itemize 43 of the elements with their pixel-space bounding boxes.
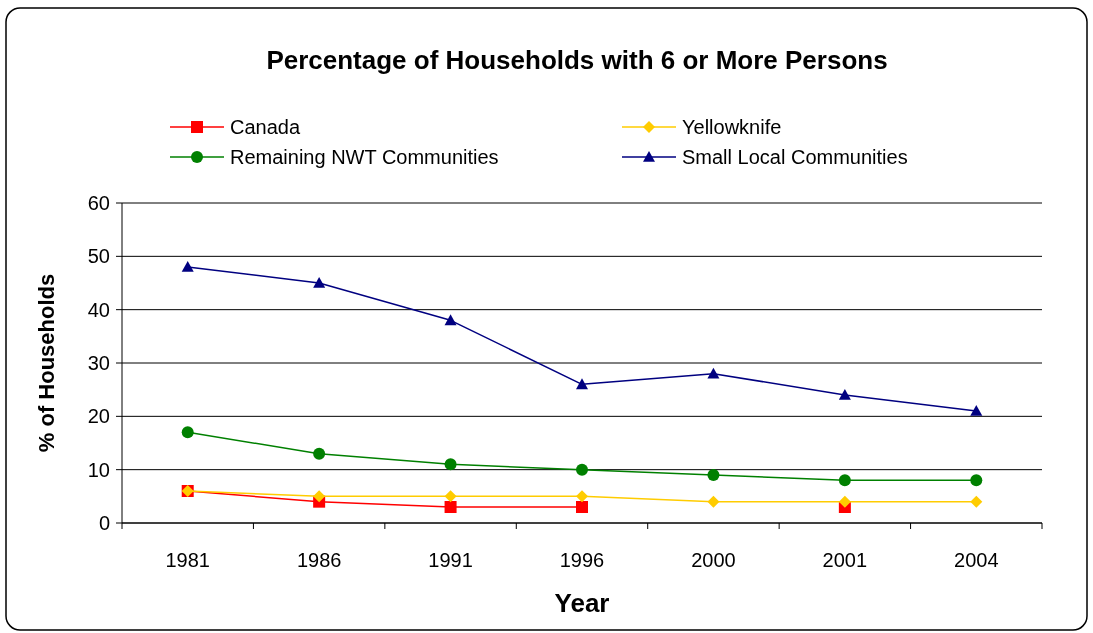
point	[838, 389, 851, 400]
point	[444, 314, 457, 326]
x-tick-label: 1981	[165, 549, 210, 571]
y-axis-title: % of Households	[34, 273, 59, 453]
point	[313, 490, 326, 503]
legend-label: Remaining NWT Communities	[230, 146, 499, 168]
point	[181, 261, 194, 272]
point	[313, 277, 326, 288]
point	[576, 378, 588, 390]
x-tick-label: 2000	[691, 549, 736, 571]
legend-label: Small Local Communities	[682, 146, 908, 168]
point	[181, 426, 194, 439]
y-tick-label: 30	[87, 352, 110, 374]
y-tick-label: 60	[87, 192, 110, 214]
point	[838, 474, 851, 487]
y-tick-label: 0	[98, 512, 110, 534]
point	[970, 495, 983, 508]
y-tick-label: 10	[87, 458, 110, 481]
x-tick-label: 2004	[954, 549, 999, 571]
point	[707, 495, 720, 508]
y-tick-label: 20	[87, 405, 110, 428]
point	[838, 495, 851, 508]
point	[970, 405, 983, 416]
point	[707, 469, 720, 481]
point	[444, 458, 457, 471]
point	[313, 447, 326, 460]
x-tick-label: 1991	[428, 549, 473, 571]
x-tick-label: 1996	[559, 549, 605, 571]
x-tick-label: 2001	[822, 549, 868, 571]
point	[707, 367, 720, 379]
legend-label: Yellowknife	[682, 116, 782, 138]
legend-label: Canada	[230, 116, 301, 138]
y-tick-label: 40	[87, 298, 110, 321]
point	[576, 463, 588, 476]
point	[444, 490, 457, 503]
x-tick-label: 1986	[296, 549, 342, 571]
point	[970, 474, 983, 487]
y-tick-label: 50	[87, 245, 110, 268]
x-axis-title: Year	[554, 588, 610, 618]
point	[444, 501, 457, 513]
chart-title: Percentage of Households with 6 or More Persons	[266, 45, 888, 75]
point	[576, 501, 588, 513]
point	[576, 490, 588, 503]
